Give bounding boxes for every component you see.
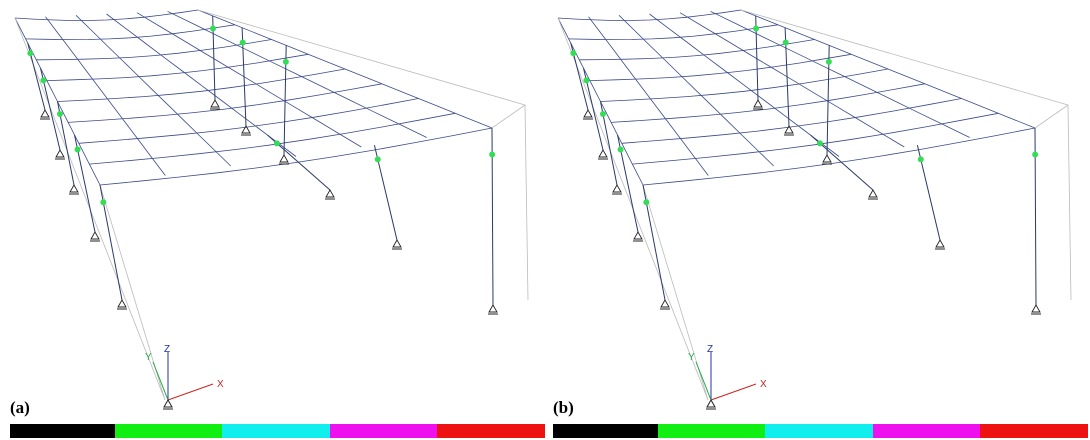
bar-segment	[222, 424, 330, 438]
hinge	[817, 140, 823, 146]
hinge	[1032, 152, 1038, 158]
support	[822, 155, 832, 164]
hinge	[643, 199, 649, 205]
panel-label: (a)	[10, 398, 30, 417]
support	[392, 240, 402, 249]
hinge	[283, 59, 289, 65]
frame-panel: Z X Y (b)	[553, 10, 1071, 417]
bar-segment	[873, 424, 980, 438]
axis-x	[711, 384, 756, 400]
hinge	[40, 77, 46, 83]
axis-label: X	[217, 379, 224, 390]
bar-segment	[10, 424, 115, 438]
frame-panel: Z X Y (a)	[10, 10, 528, 417]
hinge	[618, 146, 624, 152]
support	[325, 190, 335, 199]
hinge	[75, 146, 81, 152]
bar-segment	[658, 424, 765, 438]
axis-y	[153, 362, 168, 400]
hinge	[583, 77, 589, 83]
support	[612, 185, 622, 194]
rafter	[711, 11, 970, 137]
hinge	[57, 111, 63, 117]
axis-label: X	[760, 379, 767, 390]
support	[55, 150, 65, 159]
bar-segment	[330, 424, 437, 438]
axis-label: Y	[688, 352, 695, 363]
axis-y	[696, 362, 711, 400]
hinge	[489, 152, 495, 158]
hinge	[375, 156, 381, 162]
support	[1031, 305, 1041, 314]
support	[279, 155, 289, 164]
support	[90, 232, 100, 241]
purlin	[558, 10, 741, 21]
support	[660, 300, 670, 309]
outline	[15, 10, 528, 400]
hinge	[240, 39, 246, 45]
bar-segment	[980, 424, 1088, 438]
purlin	[15, 10, 198, 21]
hinge	[274, 140, 280, 146]
hinge	[826, 59, 832, 65]
figure: Z X Y (a) Z X Y (b)	[0, 0, 1090, 440]
support	[488, 305, 498, 314]
bar-segment	[115, 424, 222, 438]
bar-segment	[553, 424, 658, 438]
hinge	[918, 156, 924, 162]
bar-segment	[765, 424, 873, 438]
hinge	[210, 26, 216, 32]
hinge	[783, 39, 789, 45]
color-bar-a	[10, 424, 545, 438]
support	[633, 232, 643, 241]
hinge	[570, 50, 576, 56]
support	[868, 190, 878, 199]
support	[706, 400, 716, 409]
support	[117, 300, 127, 309]
hinge	[100, 199, 106, 205]
axis-label: Y	[145, 352, 152, 363]
support	[583, 110, 593, 119]
bar-segment	[437, 424, 545, 438]
panel-label: (b)	[553, 398, 574, 417]
color-bar-b	[553, 424, 1088, 438]
support	[163, 400, 173, 409]
hinge	[27, 50, 33, 56]
outline	[558, 10, 1071, 400]
hinge	[753, 26, 759, 32]
support	[598, 150, 608, 159]
support	[935, 240, 945, 249]
axis-label: Z	[164, 344, 170, 355]
support	[210, 100, 220, 109]
hinge	[600, 111, 606, 117]
support	[69, 185, 79, 194]
axis-x	[168, 384, 213, 400]
axis-label: Z	[707, 344, 713, 355]
support	[40, 110, 50, 119]
rafter	[168, 11, 427, 137]
support	[753, 100, 763, 109]
